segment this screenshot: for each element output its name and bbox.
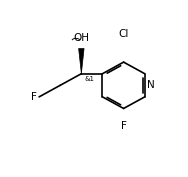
Text: F: F xyxy=(31,92,37,102)
Polygon shape xyxy=(79,48,84,74)
Text: Cl: Cl xyxy=(118,29,129,39)
Text: N: N xyxy=(147,80,155,90)
Text: &1: &1 xyxy=(84,76,94,82)
Text: F: F xyxy=(121,121,127,131)
Text: OH: OH xyxy=(73,33,89,43)
